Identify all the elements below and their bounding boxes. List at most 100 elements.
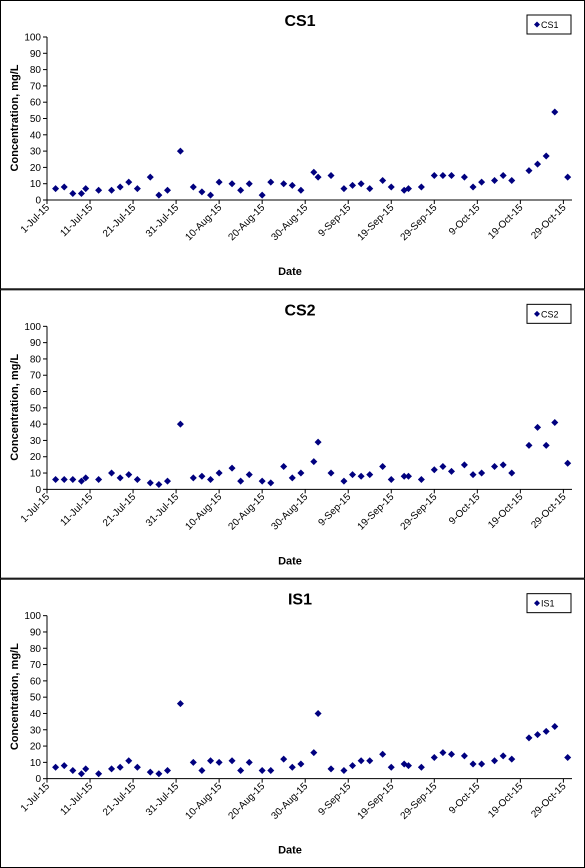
data-point: [349, 181, 357, 189]
data-point: [280, 755, 288, 763]
data-point: [82, 185, 90, 193]
data-point: [69, 189, 77, 197]
data-point: [146, 768, 154, 776]
y-tick-label: 70: [30, 660, 42, 671]
data-point: [478, 760, 486, 768]
data-point: [310, 749, 318, 757]
data-point: [564, 459, 572, 467]
data-point: [116, 474, 124, 482]
x-axis-label: Date: [278, 555, 302, 567]
data-point: [357, 180, 365, 188]
y-tick-label: 20: [30, 742, 42, 753]
data-point: [357, 757, 365, 765]
data-point: [77, 477, 85, 485]
data-point: [366, 757, 374, 765]
data-point: [491, 463, 499, 471]
y-axis-label: Concentration, mg/L: [9, 643, 21, 750]
data-point: [534, 731, 542, 739]
data-point: [95, 476, 103, 484]
data-point: [258, 191, 266, 199]
data-point: [77, 189, 85, 197]
data-point: [228, 180, 236, 188]
y-tick-label: 90: [30, 49, 42, 60]
y-tick-label: 100: [24, 611, 41, 622]
data-point: [288, 474, 296, 482]
y-tick-label: 10: [30, 469, 42, 480]
data-point: [215, 469, 223, 477]
data-point: [366, 471, 374, 479]
data-point: [379, 176, 387, 184]
data-point: [417, 183, 425, 191]
data-point: [163, 186, 171, 194]
data-point: [430, 172, 438, 180]
data-point: [551, 108, 559, 116]
data-point: [163, 477, 171, 485]
y-tick-label: 80: [30, 65, 42, 76]
data-point: [176, 700, 184, 708]
data-point: [108, 186, 116, 194]
data-point: [460, 752, 468, 760]
data-point: [314, 173, 322, 181]
data-point: [288, 763, 296, 771]
data-point: [258, 477, 266, 485]
data-point: [52, 185, 60, 193]
data-point: [77, 770, 85, 778]
data-point: [267, 767, 275, 775]
data-point: [228, 464, 236, 472]
legend-box: [526, 14, 572, 35]
data-point: [404, 472, 412, 480]
data-point: [215, 178, 223, 186]
data-point: [69, 767, 77, 775]
data-point: [116, 183, 124, 191]
y-tick-label: 90: [30, 627, 42, 638]
data-point: [155, 480, 163, 488]
data-point: [534, 160, 542, 168]
y-tick-label: 50: [30, 403, 42, 414]
data-point: [404, 762, 412, 770]
data-point: [146, 479, 154, 487]
data-point: [125, 757, 133, 765]
data-point: [52, 763, 60, 771]
data-point: [430, 466, 438, 474]
y-tick-label: 40: [30, 709, 42, 720]
data-point: [448, 172, 456, 180]
panel-border: [0, 289, 585, 579]
data-point: [379, 463, 387, 471]
data-point: [542, 152, 550, 160]
data-point: [387, 763, 395, 771]
data-point: [439, 749, 447, 757]
data-point: [82, 474, 90, 482]
data-point: [508, 755, 516, 763]
panel-border: [0, 0, 585, 290]
data-point: [499, 461, 507, 469]
y-tick-label: 60: [30, 387, 42, 398]
data-point: [340, 767, 348, 775]
data-point: [258, 767, 266, 775]
data-point: [189, 758, 197, 766]
data-point: [116, 763, 124, 771]
data-point: [95, 186, 103, 194]
chart-title: CS1: [284, 13, 315, 30]
y-axis-label: Concentration, mg/L: [9, 354, 21, 461]
data-point: [542, 727, 550, 735]
data-point: [125, 178, 133, 186]
data-point: [198, 188, 206, 196]
data-point: [349, 471, 357, 479]
y-tick-label: 90: [30, 338, 42, 349]
data-point: [508, 469, 516, 477]
data-point: [155, 770, 163, 778]
data-point: [327, 765, 335, 773]
data-point: [387, 476, 395, 484]
data-point: [448, 467, 456, 475]
data-point: [525, 441, 533, 449]
data-point: [228, 757, 236, 765]
data-point: [237, 767, 245, 775]
data-point: [508, 176, 516, 184]
data-point: [430, 753, 438, 761]
legend-box: [526, 303, 572, 324]
data-point: [133, 476, 141, 484]
chart-title: CS2: [284, 302, 315, 319]
data-point: [357, 472, 365, 480]
